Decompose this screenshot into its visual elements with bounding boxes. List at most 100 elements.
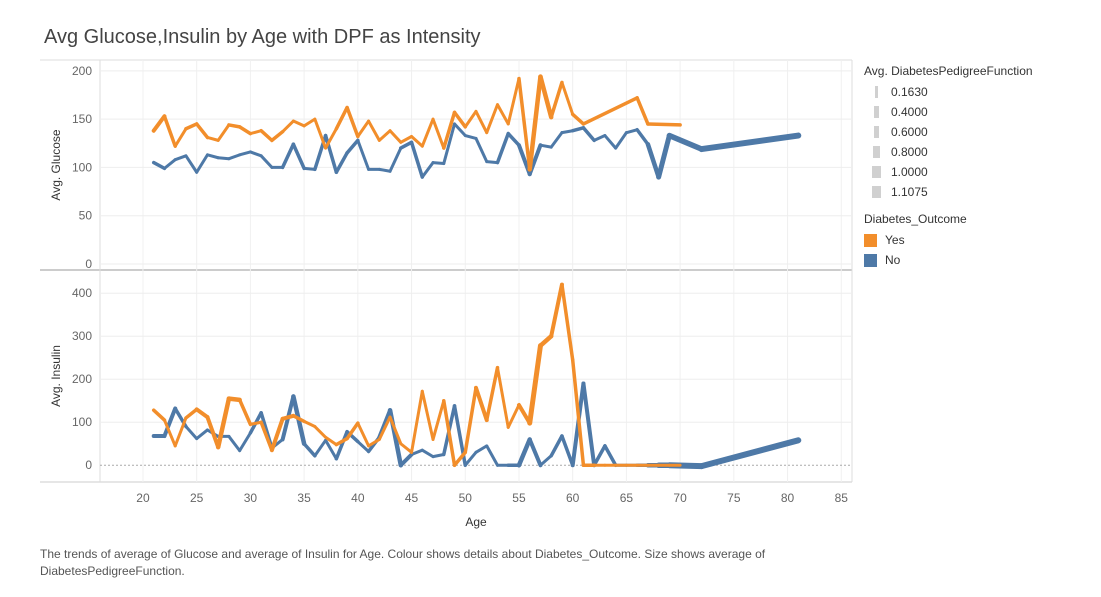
- series-segment[interactable]: [495, 103, 510, 126]
- series-segment[interactable]: [324, 438, 338, 461]
- series-segment[interactable]: [506, 131, 521, 147]
- series-segment[interactable]: [334, 105, 349, 131]
- series-segment[interactable]: [184, 407, 199, 420]
- series-segment[interactable]: [527, 343, 543, 426]
- series-segment[interactable]: [291, 414, 306, 424]
- series-segment[interactable]: [238, 431, 252, 453]
- series-segment[interactable]: [592, 134, 607, 142]
- series-segment[interactable]: [184, 425, 199, 441]
- series-segment[interactable]: [560, 282, 575, 362]
- series-segment[interactable]: [474, 136, 489, 164]
- series-segment[interactable]: [324, 127, 338, 150]
- series-segment[interactable]: [410, 135, 424, 148]
- series-segment[interactable]: [592, 444, 607, 467]
- series-segment[interactable]: [162, 406, 178, 438]
- series-segment[interactable]: [656, 133, 672, 180]
- series-segment[interactable]: [205, 135, 220, 142]
- series-segment[interactable]: [463, 109, 478, 129]
- series-segment[interactable]: [216, 123, 231, 142]
- series-segment[interactable]: [162, 158, 177, 170]
- series-segment[interactable]: [195, 428, 209, 441]
- series-segment[interactable]: [614, 131, 628, 150]
- series-segment[interactable]: [345, 105, 360, 139]
- series-segment[interactable]: [485, 103, 499, 135]
- series-segment[interactable]: [420, 161, 435, 179]
- series-segment[interactable]: [570, 112, 586, 126]
- series-segment[interactable]: [474, 385, 489, 423]
- series-segment[interactable]: [431, 452, 446, 459]
- series-segment[interactable]: [527, 74, 543, 172]
- series-segment[interactable]: [184, 122, 199, 131]
- series-segment[interactable]: [162, 418, 177, 448]
- series-segment[interactable]: [442, 110, 457, 150]
- series-segment[interactable]: [313, 438, 328, 458]
- series-segment[interactable]: [698, 437, 802, 470]
- series-segment[interactable]: [570, 358, 586, 467]
- series-segment[interactable]: [635, 96, 650, 126]
- series-segment[interactable]: [173, 154, 188, 162]
- series-segment[interactable]: [666, 132, 705, 152]
- series-segment[interactable]: [463, 450, 478, 467]
- series-segment[interactable]: [377, 167, 392, 173]
- series-segment[interactable]: [603, 134, 618, 150]
- series-segment[interactable]: [538, 143, 553, 149]
- series-segment[interactable]: [538, 454, 553, 467]
- series-segment[interactable]: [549, 80, 564, 119]
- series-segment[interactable]: [698, 132, 802, 153]
- series-segment[interactable]: [367, 119, 381, 142]
- series-segment[interactable]: [646, 122, 682, 127]
- series-segment[interactable]: [516, 437, 532, 468]
- series-segment[interactable]: [226, 396, 242, 403]
- series-segment[interactable]: [581, 126, 596, 143]
- series-segment[interactable]: [420, 448, 435, 459]
- series-segment[interactable]: [399, 442, 414, 454]
- series-segment[interactable]: [495, 366, 510, 429]
- series-segment[interactable]: [162, 114, 177, 148]
- series-segment[interactable]: [356, 119, 371, 139]
- series-segment[interactable]: [560, 434, 575, 467]
- series-segment[interactable]: [409, 140, 425, 179]
- series-segment[interactable]: [399, 140, 414, 150]
- series-segment[interactable]: [420, 117, 435, 148]
- series-segment[interactable]: [227, 434, 242, 453]
- color-legend-item[interactable]: No: [864, 250, 1094, 270]
- series-segment[interactable]: [388, 129, 403, 144]
- series-segment[interactable]: [398, 452, 414, 468]
- series-segment[interactable]: [302, 166, 317, 171]
- series-segment[interactable]: [485, 444, 499, 467]
- series-segment[interactable]: [194, 122, 210, 140]
- series-segment[interactable]: [570, 126, 586, 133]
- series-segment[interactable]: [356, 138, 371, 171]
- series-segment[interactable]: [453, 122, 467, 138]
- series-segment[interactable]: [356, 421, 371, 448]
- series-segment[interactable]: [399, 135, 414, 144]
- series-segment[interactable]: [302, 441, 317, 458]
- series-segment[interactable]: [194, 407, 210, 420]
- series-segment[interactable]: [323, 133, 339, 174]
- series-segment[interactable]: [302, 117, 317, 128]
- series-segment[interactable]: [151, 114, 167, 133]
- series-segment[interactable]: [517, 76, 532, 172]
- series-segment[interactable]: [431, 117, 446, 150]
- series-segment[interactable]: [334, 436, 349, 447]
- series-segment[interactable]: [215, 396, 232, 450]
- series-segment[interactable]: [410, 448, 424, 456]
- series-segment[interactable]: [151, 408, 167, 422]
- series-segment[interactable]: [560, 80, 575, 116]
- series-segment[interactable]: [334, 429, 349, 461]
- series-segment[interactable]: [527, 437, 543, 468]
- series-segment[interactable]: [377, 415, 392, 441]
- series-segment[interactable]: [302, 419, 317, 429]
- series-segment[interactable]: [410, 389, 424, 454]
- series-segment[interactable]: [452, 450, 468, 467]
- series-segment[interactable]: [227, 153, 242, 161]
- series-segment[interactable]: [377, 129, 392, 142]
- series-segment[interactable]: [538, 74, 554, 120]
- series-segment[interactable]: [259, 420, 274, 452]
- series-segment[interactable]: [463, 386, 478, 455]
- series-segment[interactable]: [645, 141, 661, 180]
- series-segment[interactable]: [495, 131, 510, 165]
- series-segment[interactable]: [291, 142, 306, 171]
- series-segment[interactable]: [452, 110, 468, 129]
- series-segment[interactable]: [442, 398, 457, 467]
